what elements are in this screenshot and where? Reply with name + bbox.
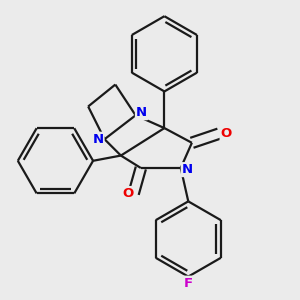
Text: N: N: [136, 106, 147, 119]
Text: N: N: [92, 133, 104, 146]
Text: N: N: [182, 163, 193, 176]
Text: F: F: [184, 277, 193, 290]
Text: O: O: [220, 127, 232, 140]
Text: O: O: [122, 187, 134, 200]
